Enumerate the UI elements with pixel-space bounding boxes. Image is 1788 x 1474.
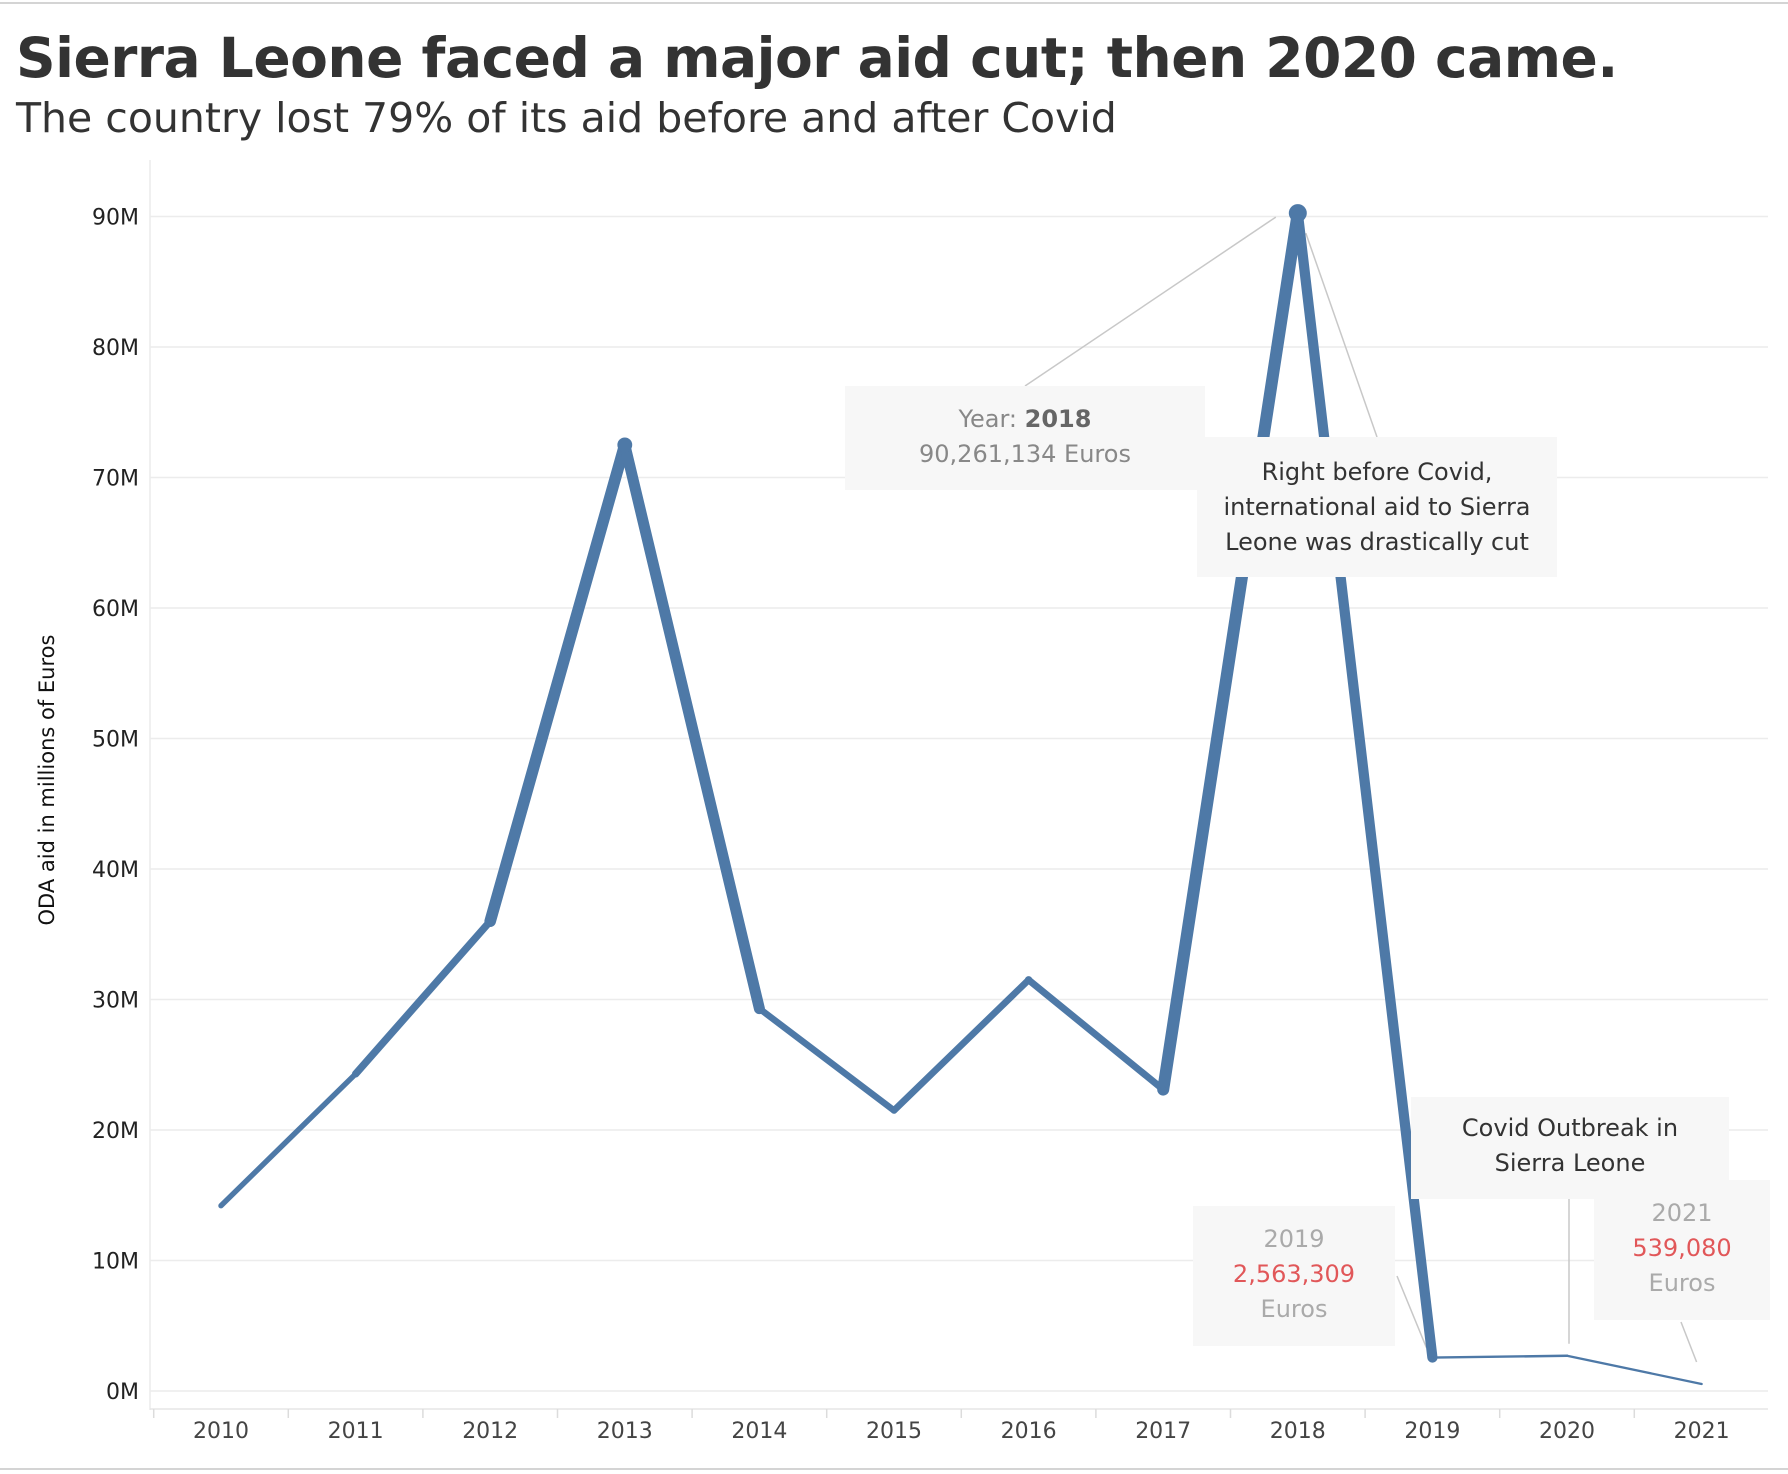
label-2021-unit: Euros: [1648, 1269, 1716, 1297]
annotation-leader-lines: [1024, 216, 1698, 1363]
data-point[interactable]: [1160, 1086, 1167, 1093]
data-point[interactable]: [755, 1005, 763, 1013]
y-axis-label: ODA aid in millions of Euros: [35, 635, 59, 926]
data-point[interactable]: [617, 437, 633, 453]
gridlines: [149, 160, 1768, 1410]
tooltip-2018: Year: 2018 90,261,134 Euros: [845, 386, 1205, 490]
leader-line: [1305, 232, 1378, 438]
series-segment: [1025, 976, 1167, 1093]
data-point[interactable]: [1565, 1354, 1569, 1358]
y-tick-label: 50M: [92, 728, 139, 753]
leader-line: [1024, 216, 1277, 387]
x-tick-label: 2013: [597, 1419, 653, 1444]
data-series: [218, 204, 1703, 1386]
top-border: [0, 2, 1788, 4]
y-tick-label: 30M: [92, 989, 139, 1014]
y-tick-label: 80M: [92, 336, 139, 361]
label-2021-year: 2021: [1651, 1199, 1713, 1227]
x-tick-label: 2019: [1404, 1419, 1460, 1444]
y-axis: 0M 10M 20M 30M 40M 50M 60M 70M 80M 90M: [92, 206, 139, 1406]
y-tick-label: 20M: [92, 1119, 139, 1144]
annotation-line: Covid Outbreak in: [1461, 1114, 1679, 1142]
annotation-line: Leone was drastically cut: [1225, 528, 1529, 556]
x-tick-label: 2014: [731, 1419, 787, 1444]
annotation-line: Right before Covid,: [1261, 458, 1493, 486]
x-tick-label: 2017: [1135, 1419, 1191, 1444]
x-tick-label: 2020: [1539, 1419, 1595, 1444]
y-tick-label: 40M: [92, 858, 139, 883]
label-2019-year: 2019: [1263, 1225, 1325, 1253]
x-tick-label: 2016: [1001, 1419, 1057, 1444]
series-segment: [890, 976, 1032, 1114]
data-point[interactable]: [891, 1107, 897, 1114]
y-tick-label: 0M: [106, 1380, 139, 1405]
x-tick-label: 2018: [1270, 1419, 1326, 1444]
series-segment: [619, 439, 765, 1015]
x-tick-label: 2010: [193, 1419, 249, 1444]
annotation-before-covid: Right before Covid, international aid to…: [1197, 437, 1557, 577]
data-point[interactable]: [1288, 204, 1307, 223]
label-2021-value: 539,080: [1632, 1234, 1732, 1262]
y-tick-label: 90M: [92, 206, 139, 231]
series-segment: [1431, 1354, 1569, 1359]
annotation-line: international aid to Sierra: [1223, 493, 1531, 521]
label-2019-unit: Euros: [1260, 1295, 1328, 1323]
data-point[interactable]: [1024, 976, 1033, 984]
series-segment: [1565, 1354, 1703, 1386]
data-point[interactable]: [1700, 1382, 1703, 1386]
data-point[interactable]: [218, 1203, 224, 1208]
x-axis: 2010 2011 2012 2013 2014 2015 2016 2017 2018 2019…: [152, 1409, 1730, 1444]
series-segment: [756, 1005, 898, 1114]
x-tick-label: 2021: [1674, 1419, 1730, 1444]
series-segment: [484, 439, 631, 928]
tooltip-value: 90,261,134 Euros: [919, 440, 1131, 468]
leader-line: [1396, 1275, 1428, 1348]
leader-line: [1680, 1321, 1698, 1363]
data-point[interactable]: [1431, 1356, 1434, 1359]
x-tick-label: 2015: [866, 1419, 922, 1444]
y-tick-label: 10M: [92, 1250, 139, 1275]
label-2021: 2021 539,080 Euros: [1594, 1180, 1770, 1320]
series-segment: [351, 917, 494, 1078]
page-title: Sierra Leone faced a major aid cut; then…: [16, 26, 1618, 90]
y-tick-label: 60M: [92, 597, 139, 622]
x-tick-label: 2011: [328, 1419, 384, 1444]
label-2019-value: 2,563,309: [1232, 1260, 1356, 1288]
page-subtitle: The country lost 79% of its aid before a…: [16, 94, 1117, 142]
bottom-border: [0, 1468, 1788, 1470]
tooltip-year-label: Year:: [958, 405, 1018, 433]
series-segment: [218, 1071, 359, 1209]
y-tick-label: 70M: [92, 467, 139, 492]
series-segment: [1292, 207, 1438, 1363]
annotation-line: Sierra Leone: [1494, 1149, 1646, 1177]
data-point[interactable]: [352, 1070, 359, 1078]
x-tick-label: 2012: [462, 1419, 518, 1444]
data-point[interactable]: [486, 917, 495, 926]
label-2019: 2019 2,563,309 Euros: [1193, 1206, 1395, 1346]
tooltip-year: 2018: [1024, 405, 1092, 433]
series-segment: [1157, 207, 1304, 1096]
